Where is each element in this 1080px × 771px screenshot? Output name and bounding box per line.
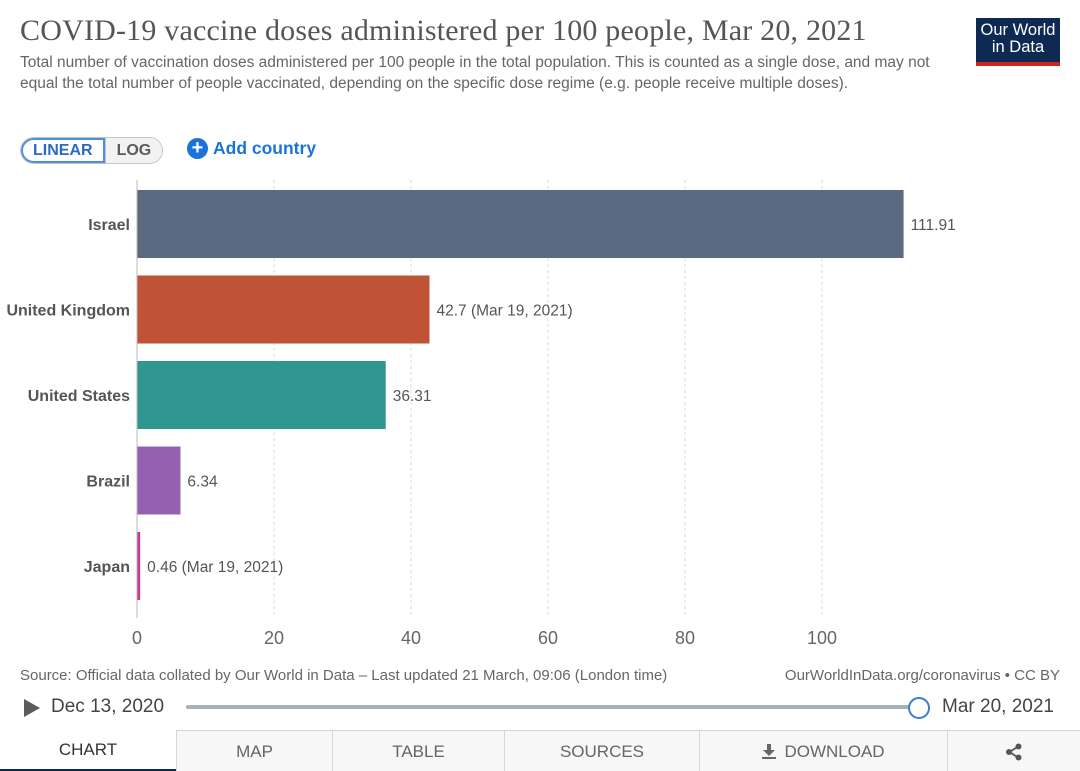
category-label: Israel [88,217,130,234]
timeline-handle[interactable] [908,697,930,719]
add-country-label: Add country [213,138,317,158]
tab-share[interactable] [947,731,1080,771]
x-tick-label: 100 [807,628,837,648]
bar-united-kingdom [137,275,430,344]
x-tick-label: 60 [538,628,558,648]
category-label: United States [28,388,130,405]
source-note: Source: Official data collated by Our Wo… [20,667,668,684]
logo-line-2: in Data [991,38,1045,56]
plus-circle-icon: + [187,138,208,159]
chart-subtitle: Total number of vaccination doses admini… [20,54,930,92]
tab-download-label: DOWNLOAD [784,741,885,761]
tab-chart[interactable]: CHART [0,730,176,771]
x-tick-label: 0 [132,628,142,648]
tab-sources[interactable]: SOURCES [504,731,699,771]
log-scale-button[interactable]: LOG [104,138,163,163]
share-icon [1006,743,1022,760]
tab-table[interactable]: TABLE [332,731,504,771]
bar-japan [137,532,141,600]
timeline-end-date: Mar 20, 2021 [942,696,1054,717]
bar-chart: 0 20 40 60 80 100 Israel 111.91 United Kingdom 42… [6,180,956,648]
x-tick-label: 20 [264,628,284,648]
data-label: 6.34 [187,474,218,491]
license-link[interactable]: OurWorldInData.org/coronavirus • CC BY [784,667,1060,684]
bar-brazil [137,446,181,515]
data-label: 36.31 [393,388,432,405]
timeline-fill [186,705,918,709]
bar-united-states [137,361,386,429]
add-country-button[interactable]: + Add country [187,138,316,159]
data-label: 42.7 (Mar 19, 2021) [436,303,572,320]
chart-title: COVID-19 vaccine doses administered per … [20,14,867,47]
timeline-track[interactable] [186,705,918,709]
scale-toggle: LINEAR LOG [20,137,164,164]
category-label: Brazil [86,474,130,491]
bar-israel [137,190,904,258]
linear-scale-button[interactable]: LINEAR [21,138,105,163]
logo-line-1: Our World [980,21,1056,39]
x-tick-label: 40 [401,628,421,648]
tab-download[interactable]: DOWNLOAD [699,731,947,771]
tab-map[interactable]: MAP [176,731,332,771]
x-tick-label: 80 [675,628,695,648]
tab-bar: CHART MAP TABLE SOURCES DOWNLOAD [0,730,1080,771]
data-label: 111.91 [911,217,956,234]
owid-logo[interactable]: Our World in Data [976,18,1060,66]
timeline-start-date: Dec 13, 2020 [51,696,165,717]
download-icon [762,744,777,759]
data-label: 0.46 (Mar 19, 2021) [147,559,283,576]
category-label: United Kingdom [6,303,130,320]
timeline: Dec 13, 2020 Mar 20, 2021 [0,694,1080,722]
category-label: Japan [84,559,130,576]
play-icon[interactable] [24,699,40,717]
